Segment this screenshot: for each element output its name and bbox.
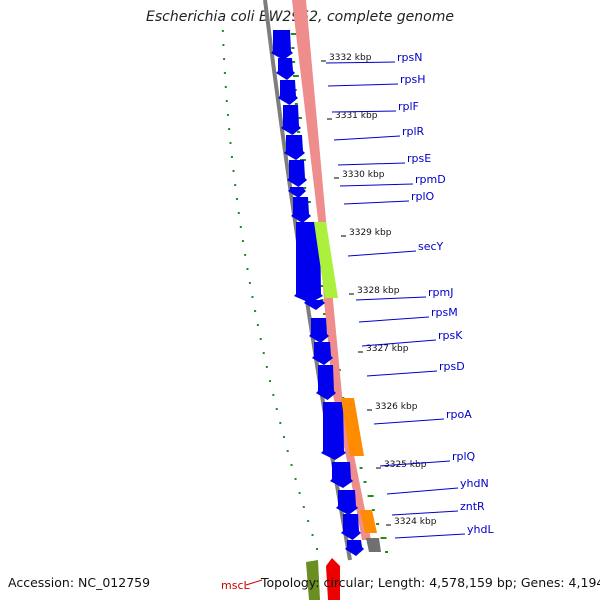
cds-arrow — [309, 318, 329, 343]
gene-label-rpmD: rpmD — [415, 173, 446, 186]
gene-leader-line — [379, 460, 451, 467]
gene-leader-line — [339, 183, 414, 187]
cds-arrow — [341, 514, 361, 540]
gene-label-secY: secY — [418, 240, 444, 253]
gene-leader-line — [347, 250, 417, 257]
position-label: 3327 kbp — [366, 344, 409, 354]
gene-band — [292, 0, 371, 540]
accession-text: Accession: NC_012759 — [8, 575, 151, 590]
gene-leader-line — [343, 200, 410, 205]
cds-arrow — [312, 342, 333, 365]
gene-leader-line — [333, 135, 401, 141]
gene-segments — [314, 222, 381, 552]
position-label: 3328 kbp — [357, 286, 400, 296]
position-label: 3331 kbp — [335, 111, 378, 121]
gene-label-yhdN: yhdN — [460, 477, 489, 490]
position-label: 3329 kbp — [349, 228, 392, 238]
cds-arrow — [276, 58, 295, 80]
cds-arrow — [288, 187, 306, 198]
gene-leader-line — [337, 162, 406, 166]
mscL-leader-line — [245, 579, 263, 586]
gene-zntR-segment — [360, 510, 377, 533]
gene-rpoA-segment — [341, 398, 364, 456]
cds-arrow — [330, 462, 353, 488]
gene-leader-line — [325, 61, 396, 64]
gene-label-rpmJ: rpmJ — [428, 286, 453, 299]
gene-leader-line — [355, 296, 427, 301]
gene-leader-line — [386, 487, 459, 495]
bottom-gene-red — [326, 558, 340, 600]
label-layer: 3332 kbp 3331 kbp 3330 kbp 3329 kbp 3328 kbp… — [321, 51, 494, 539]
gene-label-rpsM: rpsM — [431, 306, 458, 319]
gene-label-rpsD: rpsD — [439, 360, 465, 373]
gene-label-rplO: rplO — [411, 190, 435, 203]
gene-yhdL-segment — [366, 538, 381, 552]
gene-label-rplF: rplF — [398, 100, 419, 113]
cds-track — [271, 30, 364, 556]
cds-arrow — [271, 30, 293, 60]
cds-arrow — [316, 365, 336, 400]
topology-info: Topology: circular; Length: 4,578,159 bp… — [261, 575, 600, 590]
gene-label-rpsH: rpsH — [400, 73, 426, 86]
gene-leader-line — [394, 533, 466, 539]
gene-leader-line — [358, 316, 430, 323]
gene-leader-line — [373, 418, 445, 425]
cds-arrow — [291, 197, 311, 223]
gene-leader-line — [361, 339, 437, 347]
gene-label-yhdL: yhdL — [467, 523, 494, 536]
gene-label-rpsK: rpsK — [438, 329, 463, 342]
gene-label-rplQ: rplQ — [452, 450, 476, 463]
gene-secY-segment — [314, 222, 338, 298]
position-label: 3332 kbp — [329, 53, 372, 63]
gene-label-mscL: mscL — [221, 579, 250, 592]
position-label: 3324 kbp — [394, 517, 437, 527]
position-label: 3326 kbp — [375, 402, 418, 412]
bottom-gene-green — [306, 560, 320, 600]
cds-arrow — [304, 300, 325, 310]
cds-arrow — [321, 402, 346, 460]
cds-arrow — [287, 160, 307, 187]
cds-arrow — [294, 222, 323, 303]
cds-arrow — [336, 490, 358, 515]
gene-leader-line — [366, 370, 438, 377]
gene-label-zntR: zntR — [460, 500, 485, 513]
gene-leader-line — [331, 110, 397, 113]
cds-arrow — [345, 540, 364, 556]
cds-arrow — [284, 135, 305, 160]
gene-label-rpsN: rpsN — [397, 51, 422, 64]
gene-label-rpoA: rpoA — [446, 408, 472, 421]
gene-label-rplR: rplR — [402, 125, 425, 138]
gene-leader-line — [327, 83, 399, 87]
position-label: 3325 kbp — [384, 460, 427, 470]
gene-leader-line — [391, 510, 459, 516]
cds-arrow — [281, 105, 301, 135]
cds-arrow — [278, 80, 298, 105]
gene-label-rpsE: rpsE — [407, 152, 431, 165]
position-label: 3330 kbp — [342, 170, 385, 180]
